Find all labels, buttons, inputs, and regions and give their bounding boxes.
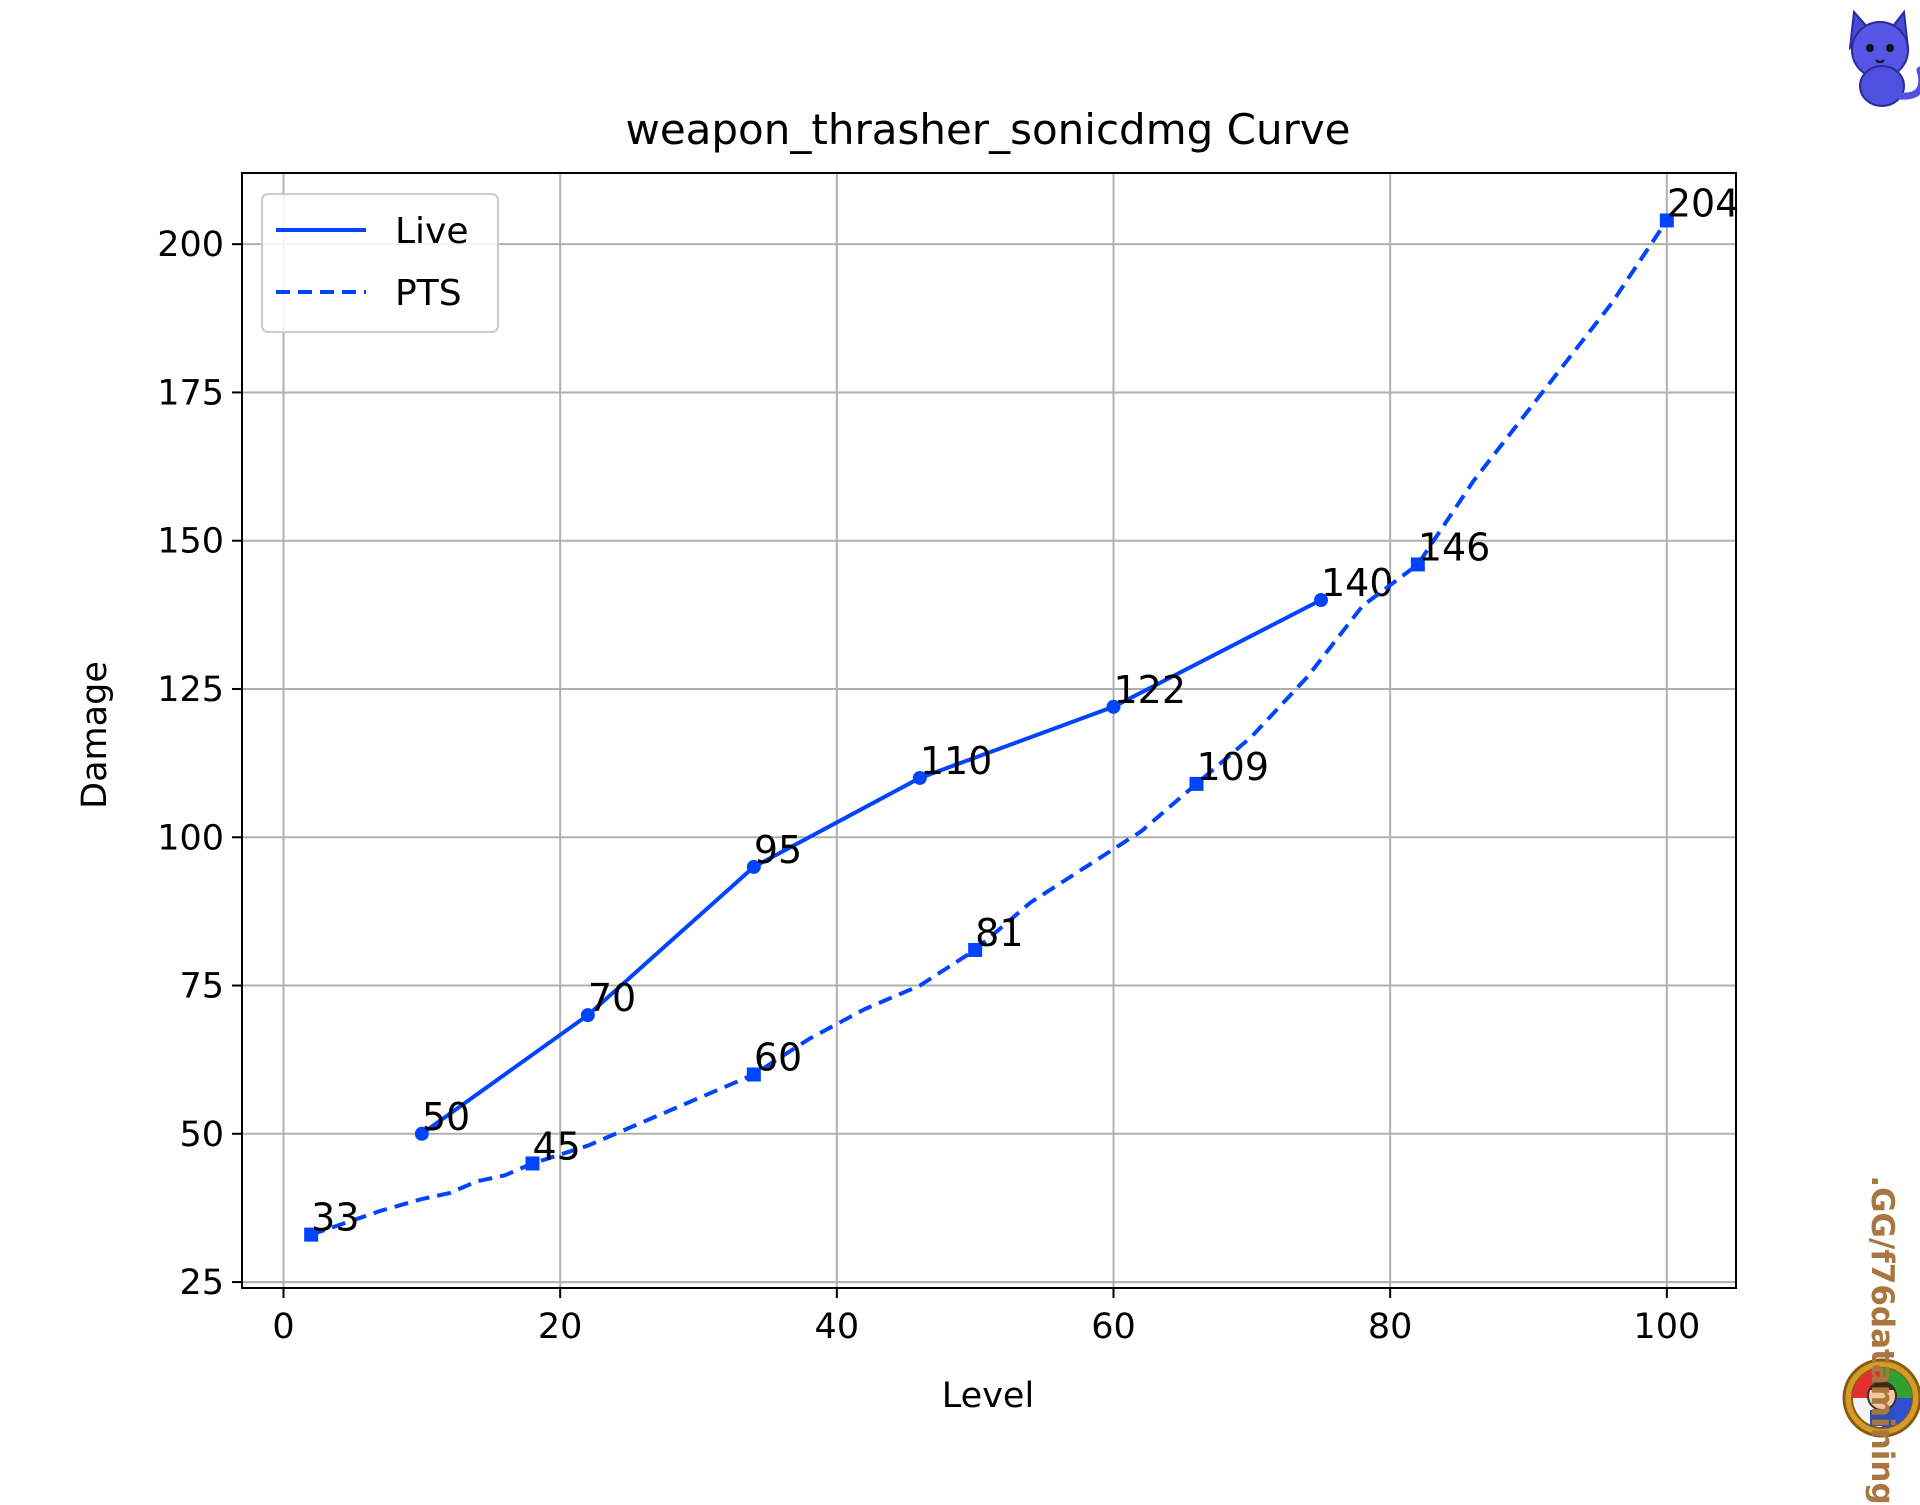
legend-pts-label: PTS <box>395 273 462 314</box>
pts-data-label: 204 <box>1667 181 1740 225</box>
watermark-text: .GG/f76datamining <box>1864 1175 1900 1505</box>
axis-ticks: 0 20 40 60 80 100 25 50 75 100 125 150 175 200 <box>157 225 1700 1347</box>
y-tick-label: 100 <box>157 818 224 858</box>
live-point-marker <box>1106 699 1121 714</box>
pts-point-marker <box>1659 213 1674 228</box>
pts-point-marker <box>746 1067 761 1082</box>
live-point-marker <box>912 770 927 785</box>
series-layer: 50 70 95 110 122 140 33 45 60 81 109 146 204 <box>304 181 1740 1242</box>
y-tick-label: 175 <box>157 373 224 413</box>
live-point-marker <box>746 859 761 874</box>
pts-data-label: 45 <box>533 1124 581 1168</box>
x-tick-label: 100 <box>1633 1307 1700 1347</box>
y-axis-label: Damage <box>75 661 115 809</box>
chart-title: weapon_thrasher_sonicdmg Curve <box>625 105 1350 154</box>
y-tick-label: 25 <box>179 1263 224 1303</box>
pts-data-label: 146 <box>1418 525 1491 569</box>
x-tick-label: 40 <box>815 1307 860 1347</box>
live-data-label: 122 <box>1114 668 1187 712</box>
legend: Live PTS <box>261 193 499 333</box>
x-tick-label: 0 <box>272 1307 294 1347</box>
pts-point-marker <box>525 1156 540 1171</box>
live-data-label: 110 <box>920 739 993 783</box>
pts-point-marker <box>304 1227 319 1242</box>
live-series-line <box>420 598 1322 1136</box>
pts-point-marker <box>968 942 983 957</box>
pts-point-marker <box>1189 776 1204 791</box>
live-data-label: 70 <box>588 976 636 1020</box>
live-point-marker <box>1314 593 1328 608</box>
live-data-label: 50 <box>422 1095 470 1139</box>
x-axis-label: Level <box>942 1376 1034 1416</box>
vault-boy-gear-logo <box>1842 1358 1920 1438</box>
cat-mascot-logo <box>1848 9 1920 107</box>
pts-series-line <box>310 219 1669 1237</box>
y-tick-label: 75 <box>179 967 224 1007</box>
plot-frame <box>241 172 1737 1289</box>
y-tick-label: 50 <box>179 1115 224 1155</box>
legend-live-label: Live <box>395 211 469 252</box>
x-tick-label: 60 <box>1091 1307 1136 1347</box>
pts-point-marker <box>1410 557 1425 572</box>
live-point-marker <box>414 1126 429 1141</box>
pts-data-label: 81 <box>975 911 1023 955</box>
pts-data-label: 60 <box>754 1035 802 1079</box>
x-tick-label: 80 <box>1368 1307 1413 1347</box>
live-data-label: 95 <box>754 828 802 872</box>
y-tick-label: 200 <box>157 225 224 265</box>
y-tick-label: 125 <box>157 670 224 710</box>
x-tick-label: 20 <box>538 1307 583 1347</box>
y-tick-label: 150 <box>157 522 224 562</box>
grid-lines <box>242 173 1736 1288</box>
live-point-marker <box>580 1008 595 1023</box>
chart-canvas: weapon_thrasher_sonicdmg Curve 50 70 95 110… <box>75 9 1920 1438</box>
pts-data-label: 33 <box>311 1196 359 1240</box>
pts-data-label: 109 <box>1197 745 1270 789</box>
live-data-label: 140 <box>1321 561 1394 605</box>
